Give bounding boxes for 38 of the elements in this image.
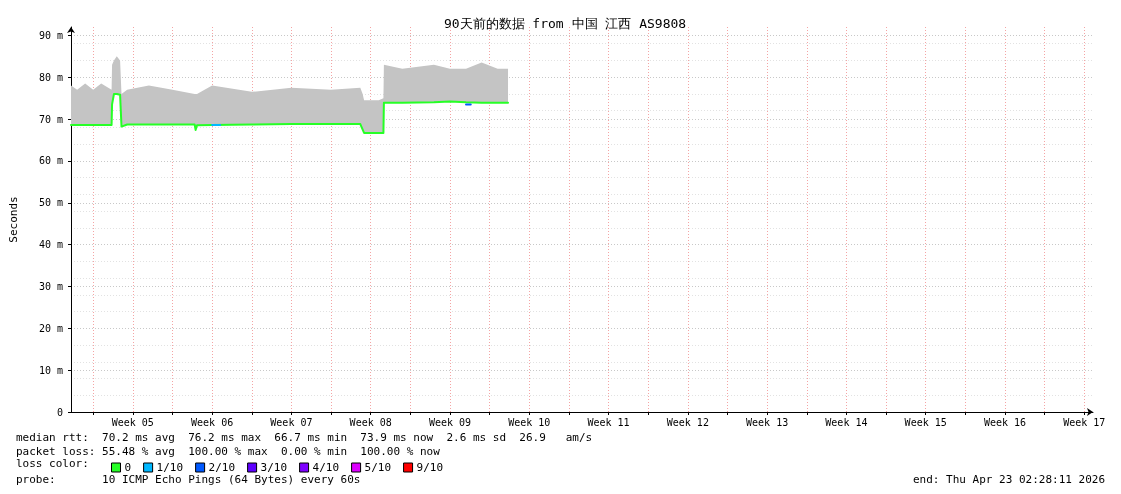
legend-label: 1/10	[156, 461, 184, 474]
x-tick-label: Week 08	[349, 416, 392, 428]
x-tick-label: Week 09	[428, 416, 472, 428]
y-tick-label: 90 m	[38, 29, 63, 41]
x-tick-label: Week 07	[270, 416, 313, 428]
x-tick-label: Week 16	[983, 416, 1027, 428]
y-tick-label: 80 m	[38, 71, 63, 83]
y-tick-label: 40 m	[38, 239, 63, 251]
line-series	[70, 92, 510, 134]
legend-label: 0	[124, 461, 132, 474]
y-tick-label: 30 m	[38, 280, 63, 292]
legend-label: 9/10	[416, 461, 444, 474]
x-tick-label: Week 12	[666, 416, 709, 428]
legend-label: 3/10	[260, 461, 288, 474]
y-axis-title: Seconds	[7, 196, 20, 243]
x-tick-label: Week 11	[587, 416, 630, 428]
y-tick-label: 60 m	[38, 155, 63, 167]
text: end: Thu Apr 23 02:28:11 2026	[912, 473, 1106, 486]
y-tick-label: 20 m	[38, 322, 63, 334]
y-tick-label: 50 m	[38, 197, 63, 209]
text: median rtt: 70.2 ms avg 76.2 ms max 66.7 ms min 73.9 ms now 2.6 ms sd 26.9 am/s	[16, 431, 593, 444]
x-tick-label: Week 05	[111, 416, 154, 428]
x-tick-label: Week 17	[1063, 416, 1106, 428]
x-tick-label: Week 15	[904, 416, 947, 428]
y-tick-label: 10 m	[38, 364, 63, 376]
text: probe: 10 ICMP Echo Pings (64 Bytes) every 60s	[16, 473, 361, 486]
legend-label: 5/10	[364, 461, 392, 474]
legend-title: loss color:	[16, 457, 89, 470]
text: packet loss: 55.48 % avg 100.00 % max 0.00 % min 100.00 % now	[16, 445, 441, 458]
x-tick-label: Week 13	[746, 416, 789, 428]
x-tick-label: Week 10	[508, 416, 551, 428]
y-tick-label: 70 m	[38, 113, 63, 125]
chart-title: 90天前的数据 from 中国 江西 AS9808	[443, 16, 687, 31]
legend-label: 4/10	[312, 461, 340, 474]
legend-label: 2/10	[208, 461, 236, 474]
x-tick-label: Week 14	[825, 416, 868, 428]
x-tick-label: Week 06	[191, 416, 234, 428]
y-tick-label: 0	[56, 406, 63, 418]
